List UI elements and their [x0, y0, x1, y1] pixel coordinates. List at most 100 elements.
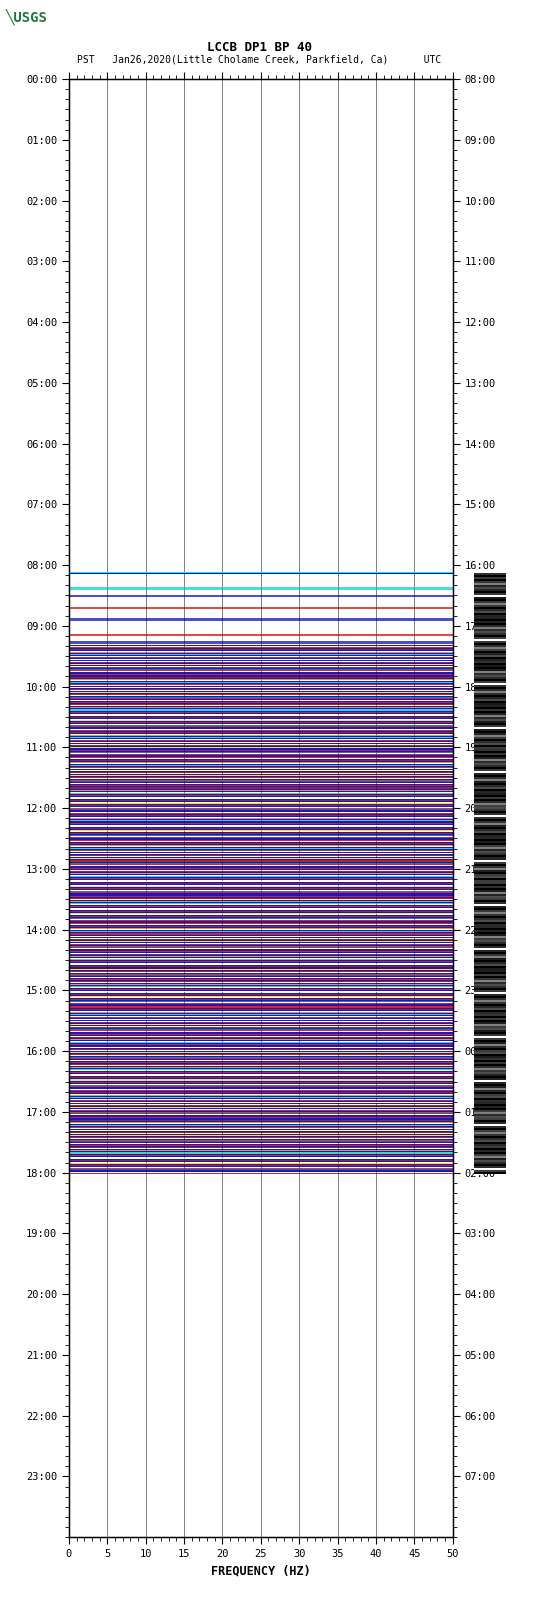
Bar	[474, 945, 506, 947]
Bar	[474, 787, 506, 789]
Bar	[474, 871, 506, 874]
Bar	[474, 1042, 506, 1044]
Bar	[474, 1027, 506, 1029]
Bar	[474, 1157, 506, 1158]
Bar	[474, 715, 506, 718]
Bar	[474, 581, 506, 584]
Bar	[474, 573, 506, 576]
Bar	[474, 810, 506, 811]
Bar	[474, 587, 506, 589]
Bar	[474, 1152, 506, 1153]
Bar	[474, 1087, 506, 1090]
Bar	[474, 1029, 506, 1032]
Bar	[474, 944, 506, 945]
Bar	[474, 847, 506, 850]
Bar	[474, 1084, 506, 1086]
Bar	[474, 1052, 506, 1053]
Bar	[474, 1145, 506, 1148]
Bar	[474, 1013, 506, 1016]
Bar	[474, 752, 506, 753]
Bar	[474, 961, 506, 963]
Bar	[474, 781, 506, 784]
Bar	[474, 932, 506, 934]
Bar	[474, 869, 506, 871]
Bar	[474, 768, 506, 769]
Bar	[69, 642, 453, 644]
Bar	[474, 1153, 506, 1157]
Bar	[474, 979, 506, 982]
Bar	[474, 1045, 506, 1048]
Bar	[474, 1169, 506, 1173]
Bar	[474, 1173, 506, 1174]
Bar	[474, 718, 506, 719]
Bar	[474, 637, 506, 639]
Bar	[474, 916, 506, 918]
Bar	[474, 1119, 506, 1121]
Bar	[474, 687, 506, 689]
Bar	[474, 661, 506, 663]
Bar	[474, 803, 506, 805]
Bar	[474, 763, 506, 766]
Bar	[474, 889, 506, 892]
Bar	[474, 1003, 506, 1005]
Bar	[474, 1024, 506, 1026]
Bar	[474, 861, 506, 863]
Bar	[474, 831, 506, 834]
Bar	[474, 886, 506, 887]
Bar	[474, 976, 506, 977]
Bar	[474, 689, 506, 692]
Bar	[474, 1161, 506, 1165]
Bar	[474, 897, 506, 900]
Bar	[474, 821, 506, 824]
Bar	[474, 1000, 506, 1002]
Bar	[474, 942, 506, 944]
Bar	[474, 595, 506, 597]
Bar	[474, 613, 506, 615]
Bar	[474, 936, 506, 937]
Bar	[474, 703, 506, 705]
Bar	[474, 1129, 506, 1132]
Bar	[474, 656, 506, 660]
Bar	[474, 597, 506, 598]
Bar	[474, 745, 506, 747]
Bar	[474, 895, 506, 897]
Bar	[474, 860, 506, 861]
Bar	[474, 816, 506, 818]
Bar	[474, 1060, 506, 1061]
Bar	[69, 595, 453, 597]
Bar	[474, 827, 506, 829]
Bar	[474, 653, 506, 655]
Bar	[474, 829, 506, 831]
Bar	[474, 937, 506, 940]
Bar	[474, 652, 506, 653]
Bar	[474, 719, 506, 721]
Bar	[474, 592, 506, 594]
Bar	[474, 950, 506, 952]
Bar	[474, 705, 506, 708]
Bar	[474, 673, 506, 676]
Bar	[474, 610, 506, 611]
Bar	[474, 697, 506, 700]
Bar	[474, 921, 506, 924]
Bar	[474, 969, 506, 971]
Bar	[474, 711, 506, 713]
Bar	[474, 755, 506, 758]
Bar	[474, 692, 506, 694]
Bar	[474, 1066, 506, 1068]
Bar	[474, 905, 506, 908]
Bar	[474, 723, 506, 726]
Bar	[474, 1098, 506, 1100]
Bar	[474, 1058, 506, 1060]
Bar	[474, 1082, 506, 1084]
Bar	[474, 1168, 506, 1169]
Bar	[474, 863, 506, 866]
Bar	[474, 877, 506, 879]
Bar	[474, 982, 506, 984]
Bar	[474, 668, 506, 669]
Bar	[474, 695, 506, 697]
Bar	[474, 1126, 506, 1127]
Bar	[474, 1160, 506, 1161]
Bar	[474, 665, 506, 668]
Bar	[474, 784, 506, 786]
Bar	[474, 1127, 506, 1129]
